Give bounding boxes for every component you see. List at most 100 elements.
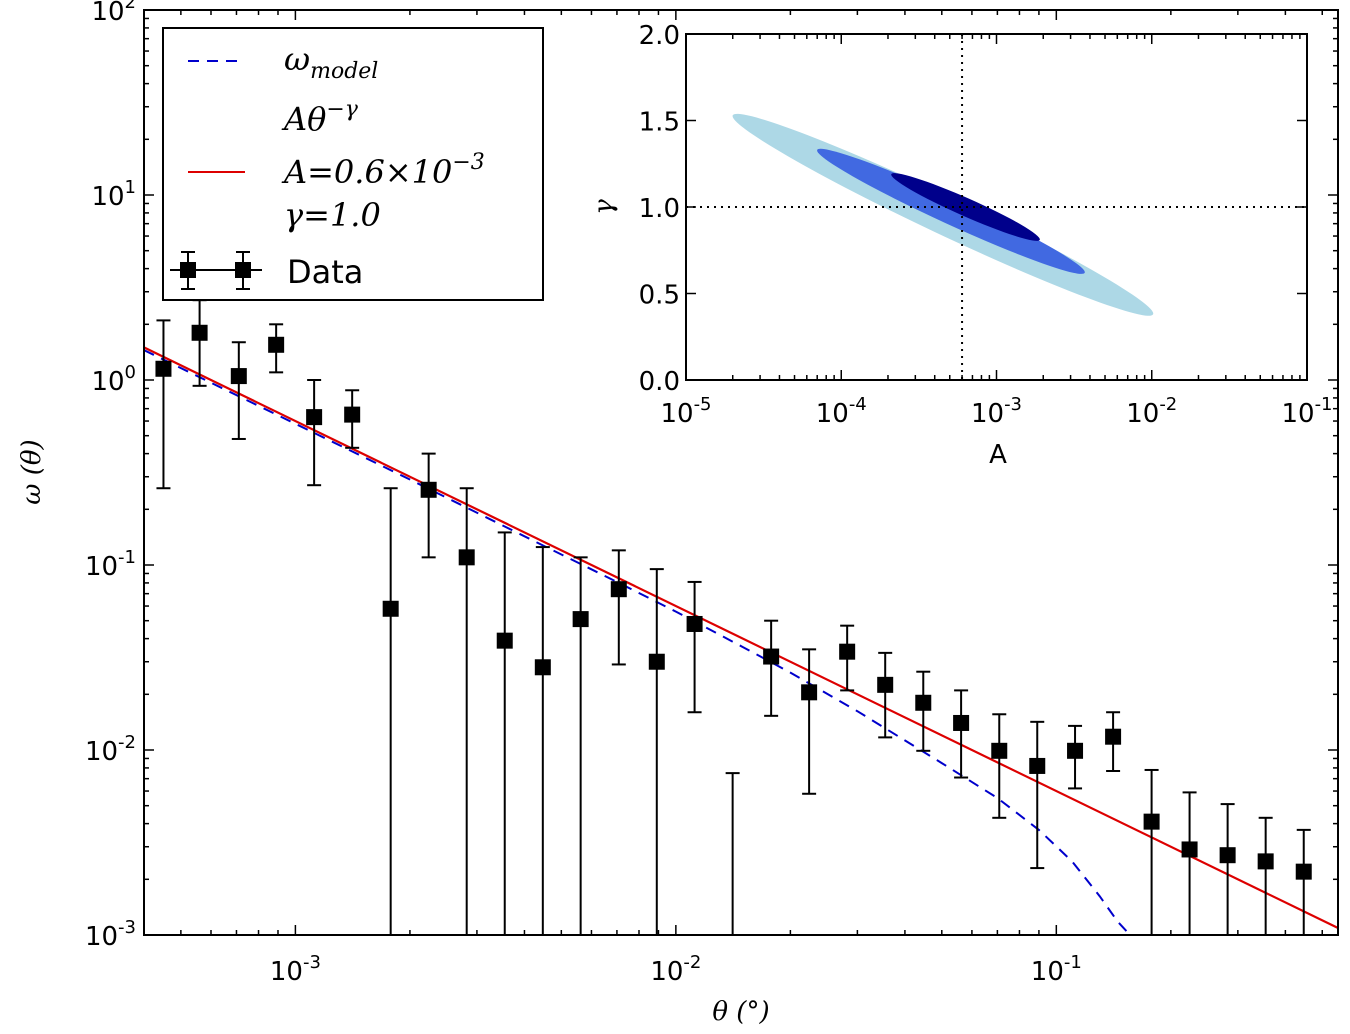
data-marker xyxy=(1067,742,1084,759)
data-marker xyxy=(877,676,894,693)
fit-line xyxy=(144,346,1338,929)
data-point-27 xyxy=(1181,791,1198,935)
data-point-11 xyxy=(572,556,589,935)
legend-box xyxy=(162,27,544,301)
data-point-19 xyxy=(877,651,894,739)
data-marker xyxy=(648,653,665,670)
legend-fit-gamma-label: γ=1.0 xyxy=(284,196,381,234)
data-marker xyxy=(382,600,399,617)
data-marker xyxy=(306,409,323,426)
data-marker xyxy=(1143,813,1160,830)
inset-plot: 10-5 10-4 10-3 10-2 10-1 0.0 0.5 1.0 1.5 2.0 A γ xyxy=(589,21,1333,470)
data-marker xyxy=(1295,863,1312,880)
y-tick-label: 10-1 xyxy=(85,547,136,582)
x-tick-label: 10-3 xyxy=(270,952,321,987)
inset-y-tick-label: 1.0 xyxy=(639,194,680,224)
data-point-22 xyxy=(991,713,1008,819)
data-marker xyxy=(1029,757,1046,774)
data-point-8 xyxy=(458,487,475,935)
y-tick-label: 100 xyxy=(91,362,136,397)
inset-x-axis-label: A xyxy=(989,440,1007,470)
x-tick-label: 10-2 xyxy=(650,952,701,987)
data-point-28 xyxy=(1219,803,1236,935)
data-marker xyxy=(1105,728,1122,745)
data-marker xyxy=(991,742,1008,759)
legend-model-label: ωmodel xyxy=(284,40,378,84)
inset-x-tick-label: 10-1 xyxy=(1281,394,1332,429)
inset-x-tick-label: 10-5 xyxy=(660,394,711,429)
data-marker xyxy=(268,336,285,353)
data-point-26 xyxy=(1143,768,1160,935)
y-tick-label: 10-2 xyxy=(85,732,136,767)
data-marker xyxy=(1257,853,1274,870)
data-point-4 xyxy=(306,379,323,487)
legend-data-label: Data xyxy=(287,253,363,291)
data-point-16 xyxy=(763,619,780,717)
legend-fit-amplitude-label: A=0.6×10−3 xyxy=(281,150,485,191)
model-line xyxy=(144,349,1132,935)
inset-plot-frame xyxy=(686,34,1307,380)
data-marker xyxy=(420,481,437,498)
data-point-20 xyxy=(915,670,932,752)
x-tick-label: 10-1 xyxy=(1031,952,1082,987)
data-point-7 xyxy=(420,452,437,559)
inset-y-tick-label: 0.5 xyxy=(639,281,680,311)
data-point-13 xyxy=(648,568,665,935)
data-marker xyxy=(686,615,703,632)
contour-inner xyxy=(891,173,1040,241)
data-marker xyxy=(1219,847,1236,864)
data-marker xyxy=(191,324,208,341)
main-plot-border xyxy=(143,9,1339,936)
inset-y-tick-label: 2.0 xyxy=(639,21,680,51)
data-point-12 xyxy=(610,549,627,666)
data-marker xyxy=(458,549,475,566)
data-marker xyxy=(953,714,970,731)
data-point-6 xyxy=(382,487,399,935)
data-marker xyxy=(801,684,818,701)
data-marker xyxy=(572,611,589,628)
data-marker xyxy=(1181,841,1198,858)
legend: ωmodel Aθ−γ A=0.6×10−3 γ=1.0 Data xyxy=(162,27,544,301)
inset-y-tick-label: 1.5 xyxy=(639,108,680,138)
data-point-18 xyxy=(839,624,856,692)
data-point-25 xyxy=(1105,711,1122,772)
y-tick-label: 102 xyxy=(91,0,136,27)
data-point-2 xyxy=(230,341,247,440)
data-point-30 xyxy=(1295,828,1312,935)
y-axis-label: ω (θ) xyxy=(17,439,47,504)
data-point-0 xyxy=(155,319,172,490)
data-point-3 xyxy=(268,323,285,374)
contour-middle xyxy=(817,148,1085,274)
data-marker xyxy=(496,632,513,649)
y-tick-label: 101 xyxy=(91,177,136,212)
data-marker xyxy=(155,360,172,377)
data-marker xyxy=(839,643,856,660)
data-point-21 xyxy=(953,689,970,779)
data-point-17 xyxy=(801,648,818,795)
data-point-29 xyxy=(1257,816,1274,935)
data-point-15 xyxy=(725,772,740,935)
legend-powerlaw-label: Aθ−γ xyxy=(281,97,359,138)
y-tick-label: 10-3 xyxy=(85,917,136,952)
data-marker xyxy=(915,694,932,711)
data-marker xyxy=(763,648,780,665)
legend-data-marker xyxy=(170,251,262,290)
data-marker xyxy=(534,659,551,676)
inset-y-tick-label: 0.0 xyxy=(639,367,680,397)
data-point-9 xyxy=(496,531,513,935)
data-point-24 xyxy=(1067,724,1084,790)
data-point-5 xyxy=(344,389,361,449)
data-point-10 xyxy=(534,546,551,935)
inset-x-tick-label: 10-2 xyxy=(1126,394,1177,429)
data-marker xyxy=(610,581,627,598)
inset-x-tick-label: 10-3 xyxy=(971,394,1022,429)
data-point-14 xyxy=(686,580,703,714)
data-marker xyxy=(230,368,247,385)
x-axis-label: θ (°) xyxy=(712,997,769,1027)
inset-x-tick-label: 10-4 xyxy=(816,394,867,429)
inset-plot-border xyxy=(685,33,1308,381)
data-marker xyxy=(344,406,361,423)
data-point-23 xyxy=(1029,720,1046,870)
inset-y-axis-label: γ xyxy=(589,199,619,215)
